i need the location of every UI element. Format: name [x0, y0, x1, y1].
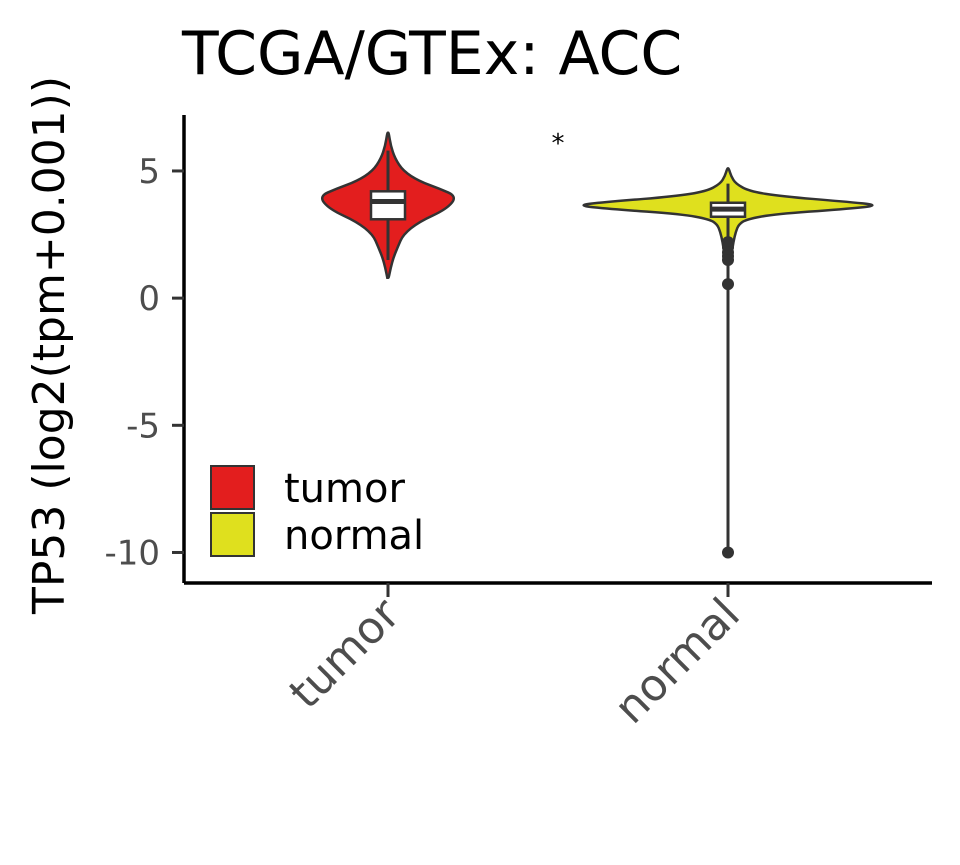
plot-area: * — [320, 129, 874, 559]
x-tick-label: normal — [605, 589, 750, 734]
y-tick-label: 5 — [138, 152, 160, 192]
outlier-point — [722, 278, 734, 291]
legend-swatch-normal — [210, 512, 255, 557]
legend-label-normal: normal — [284, 513, 424, 559]
violin-group-tumor — [320, 131, 456, 280]
chart-title: TCGA/GTEx: ACC — [181, 19, 682, 89]
box-tumor — [369, 190, 407, 221]
outlier-point — [722, 546, 734, 559]
x-tick-label: tumor — [280, 588, 411, 719]
y-tick-label: -5 — [126, 406, 160, 446]
y-tick-label: 0 — [138, 279, 160, 319]
outlier-point — [722, 253, 734, 266]
y-tick-label: -10 — [104, 533, 160, 573]
violin-group-normal — [582, 167, 874, 559]
y-axis-label: TP53 (log2(tpm+0.001)) — [24, 76, 75, 615]
legend-label-tumor: tumor — [284, 466, 405, 512]
legend-swatch-tumor — [210, 465, 255, 510]
significance-label: * — [552, 129, 565, 159]
